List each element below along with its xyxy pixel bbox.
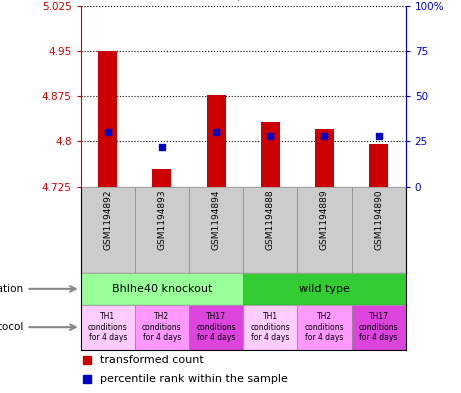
Bar [81,273,243,305]
Text: GSM1194889: GSM1194889 [320,189,329,250]
Bar [135,305,189,350]
Bar [243,273,406,305]
Text: TH1
conditions
for 4 days: TH1 conditions for 4 days [250,312,290,342]
Bar [81,187,135,273]
Bar [297,305,352,350]
Title: GDS5636 / 10360863: GDS5636 / 10360863 [168,0,318,2]
Bar [135,187,189,273]
Bar [261,121,280,187]
Text: TH2
conditions
for 4 days: TH2 conditions for 4 days [305,312,344,342]
Bar [153,169,171,187]
Text: TH17
conditions
for 4 days: TH17 conditions for 4 days [359,312,398,342]
Text: growth protocol: growth protocol [0,322,24,332]
Bar [352,187,406,273]
Text: GSM1194893: GSM1194893 [157,189,166,250]
Bar [315,129,334,187]
Text: genotype/variation: genotype/variation [0,284,24,294]
Text: GSM1194888: GSM1194888 [266,189,275,250]
Text: percentile rank within the sample: percentile rank within the sample [100,374,288,384]
Bar [243,187,297,273]
Bar [207,95,225,187]
Text: wild type: wild type [299,284,350,294]
Text: GSM1194890: GSM1194890 [374,189,383,250]
Bar [369,145,388,187]
Text: TH2
conditions
for 4 days: TH2 conditions for 4 days [142,312,182,342]
Text: GSM1194892: GSM1194892 [103,189,112,250]
Bar [352,305,406,350]
Text: transformed count: transformed count [100,354,204,365]
Text: GSM1194894: GSM1194894 [212,189,221,250]
Bar [98,51,117,187]
Bar [189,187,243,273]
Bar [189,305,243,350]
Text: TH1
conditions
for 4 days: TH1 conditions for 4 days [88,312,128,342]
Bar [81,305,135,350]
Text: TH17
conditions
for 4 days: TH17 conditions for 4 days [196,312,236,342]
Bar [297,187,352,273]
Text: Bhlhe40 knockout: Bhlhe40 knockout [112,284,212,294]
Bar [243,305,297,350]
